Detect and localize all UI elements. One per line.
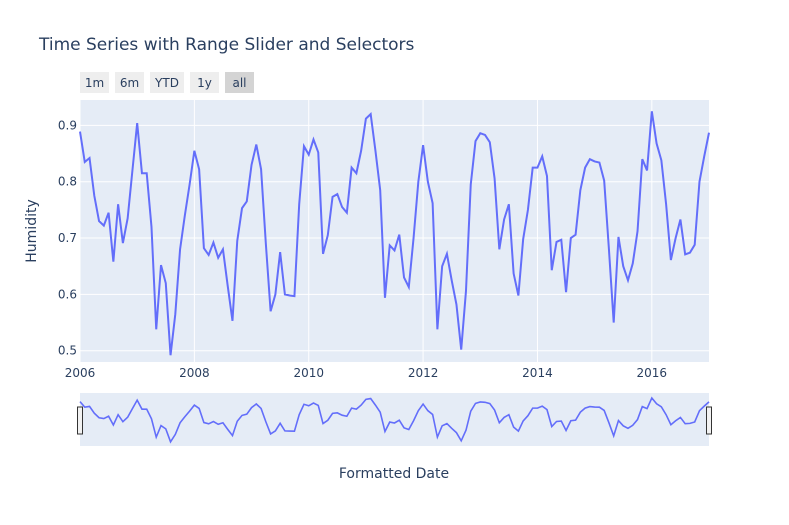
x-tick-label: 2006	[65, 366, 96, 380]
range-button-1m[interactable]: 1m	[80, 72, 109, 93]
y-axis-ticks: 0.5 0.6 0.7 0.8 0.9	[58, 118, 77, 357]
y-tick-label: 0.7	[58, 231, 77, 245]
x-tick-label: 2016	[637, 366, 668, 380]
x-axis-ticks: 2006 2008 2010 2012 2014 2016	[65, 366, 667, 380]
range-slider-handle[interactable]	[706, 406, 712, 435]
y-tick-label: 0.6	[58, 287, 77, 301]
range-button-bg[interactable]	[115, 72, 144, 93]
range-button-label[interactable]: all	[232, 76, 246, 90]
y-tick-label: 0.9	[58, 118, 77, 132]
humidity-line	[79, 111, 710, 356]
plot-area	[80, 100, 709, 362]
x-tick-label: 2012	[408, 366, 439, 380]
x-tick-label: 2008	[179, 366, 210, 380]
range-slider-handle[interactable]	[77, 406, 83, 435]
chart-title: Time Series with Range Slider and Select…	[38, 35, 415, 55]
range-button-bg[interactable]	[80, 72, 109, 93]
range-selector: 1m 6m YTD 1y all	[80, 72, 254, 93]
range-slider-line	[79, 396, 710, 444]
x-axis-title: Formatted Date	[339, 466, 449, 482]
range-button-all[interactable]: all	[225, 72, 254, 93]
y-tick-label: 0.5	[58, 344, 77, 358]
range-button-bg[interactable]	[190, 72, 219, 93]
range-slider-handles[interactable]	[77, 406, 712, 435]
x-tick-label: 2010	[293, 366, 324, 380]
range-button-1y[interactable]: 1y	[190, 72, 219, 93]
range-button-ytd[interactable]: YTD	[150, 72, 184, 93]
y-tick-label: 0.8	[58, 175, 77, 189]
range-button-bg[interactable]	[225, 72, 254, 93]
range-button-6m[interactable]: 6m	[115, 72, 144, 93]
range-button-label[interactable]: 1m	[85, 76, 104, 90]
x-tick-label: 2014	[522, 366, 553, 380]
range-button-label[interactable]: YTD	[154, 76, 179, 90]
grid	[79, 100, 709, 362]
range-button-bg[interactable]	[150, 72, 184, 93]
range-button-label[interactable]: 6m	[120, 76, 139, 90]
range-button-label[interactable]: 1y	[197, 76, 212, 90]
y-axis-title: Humidity	[24, 199, 40, 262]
range-slider[interactable]	[80, 393, 709, 446]
